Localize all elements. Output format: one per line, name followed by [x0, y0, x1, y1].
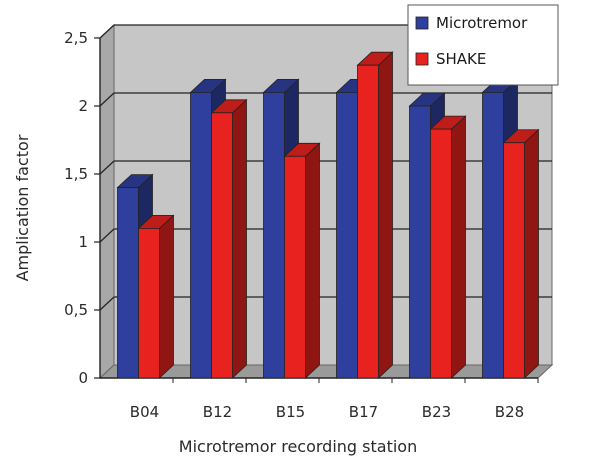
x-tick-label: B23 [422, 403, 451, 421]
bar-side [305, 142, 320, 379]
gridline-side [99, 92, 115, 107]
legend-label: SHAKE [436, 50, 486, 68]
bar-front [482, 92, 504, 379]
bar-B04-SHAKE [137, 214, 175, 379]
legend-swatch [415, 16, 429, 30]
legend-swatch [415, 52, 429, 66]
gridline-side [99, 160, 115, 175]
legend-item: SHAKE [415, 50, 486, 68]
bar-front [117, 187, 139, 379]
x-tick-label: B12 [203, 403, 232, 421]
bar-front [211, 112, 233, 379]
bar-B17-SHAKE [356, 51, 394, 379]
x-tick-label: B04 [130, 403, 159, 421]
bar-side [159, 214, 174, 379]
side-wall [99, 23, 115, 380]
y-tick-label: 2 [78, 97, 88, 115]
x-tick-label: B28 [495, 403, 524, 421]
bar-front [430, 128, 452, 379]
legend-box [407, 4, 559, 86]
x-tick-label: B15 [276, 403, 305, 421]
bar-front [357, 64, 379, 379]
bar-front [336, 92, 358, 379]
bar-front [503, 142, 525, 379]
y-tick-label: 1 [78, 233, 88, 251]
y-tick-label: 2,5 [64, 29, 88, 47]
bar-side [378, 51, 393, 379]
legend-label: Microtremor [436, 14, 528, 32]
bar-B15-SHAKE [283, 142, 321, 379]
bar-B23-SHAKE [429, 115, 467, 379]
gridline-side [99, 296, 115, 311]
y-tick-label: 0,5 [64, 301, 88, 319]
gridline-side [99, 24, 115, 39]
bar-front [263, 92, 285, 379]
legend-item: Microtremor [415, 14, 528, 32]
y-tick-label: 0 [78, 369, 88, 387]
x-tick-labels: B04 B12 B15 B17 B23 B28 [130, 378, 539, 421]
x-axis-title: Microtremor recording station [179, 437, 417, 456]
y-tick-labels: 0 0,5 1 1,5 2 2,5 [64, 29, 88, 387]
bar-side [524, 128, 539, 379]
bar-front [409, 105, 431, 379]
bar-front [284, 155, 306, 379]
gridline-side [99, 228, 115, 243]
bar-B28-SHAKE [502, 128, 540, 379]
bars [116, 51, 540, 379]
legend: Microtremor SHAKE [407, 4, 559, 86]
bar-side [451, 115, 466, 379]
x-tick-label: B17 [349, 403, 378, 421]
y-tick-label: 1,5 [64, 165, 88, 183]
y-axis-title: Amplication factor [13, 134, 32, 281]
bar-side [232, 98, 247, 379]
bar-front [190, 92, 212, 379]
bar-B12-SHAKE [210, 98, 248, 379]
bar-front [138, 227, 160, 379]
